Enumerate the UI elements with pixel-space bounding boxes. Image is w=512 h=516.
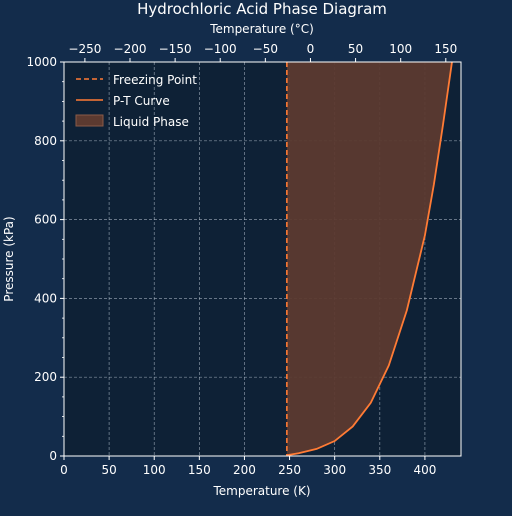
y-tick-label: 1000 — [26, 55, 57, 69]
y-tick-label: 600 — [34, 213, 57, 227]
top-x-tick-label: 0 — [307, 42, 315, 56]
chart-title: Hydrochloric Acid Phase Diagram — [137, 0, 387, 18]
legend-liquid-phase-label: Liquid Phase — [113, 115, 189, 129]
series-layer — [286, 61, 453, 457]
top-x-tick-label: 150 — [434, 42, 457, 56]
top-x-tick-label: −200 — [114, 42, 147, 56]
x-tick-label: 50 — [101, 463, 116, 477]
y-tick-label: 800 — [34, 134, 57, 148]
top-x-tick-label: −100 — [204, 42, 237, 56]
top-x-tick-label: −150 — [159, 42, 192, 56]
legend-liquid-phase-swatch — [75, 114, 104, 127]
x-tick-label: 200 — [233, 463, 256, 477]
liquid-phase-area — [286, 62, 452, 456]
legend: Freezing Point P-T Curve Liquid Phase — [75, 73, 197, 129]
secondary-x-axis-label: Temperature (°C) — [209, 22, 314, 36]
legend-pt-curve-label: P-T Curve — [113, 94, 170, 108]
axis-ticks: 0 50 100 150 200 250 300 350 400 0 200 400 600 800 100… — [26, 42, 457, 477]
x-tick-label: 350 — [368, 463, 391, 477]
y-tick-label: 400 — [34, 291, 57, 305]
top-x-tick-label: 50 — [348, 42, 363, 56]
liquid-phase-region — [286, 62, 452, 456]
legend-freezing-point-label: Freezing Point — [113, 73, 197, 87]
x-tick-label: 400 — [413, 463, 436, 477]
pt-curve-line — [286, 61, 453, 457]
x-tick-label: 250 — [278, 463, 301, 477]
x-tick-label: 150 — [188, 463, 211, 477]
x-tick-label: 300 — [323, 463, 346, 477]
x-axis-label: Temperature (K) — [212, 484, 310, 498]
x-tick-label: 100 — [143, 463, 166, 477]
top-x-tick-label: 100 — [389, 42, 412, 56]
top-x-tick-label: −50 — [253, 42, 278, 56]
x-tick-label: 0 — [60, 463, 68, 477]
y-tick-label: 200 — [34, 370, 57, 384]
y-axis-label: Pressure (kPa) — [2, 216, 16, 301]
y-tick-label: 0 — [49, 449, 57, 463]
top-x-tick-label: −250 — [68, 42, 101, 56]
